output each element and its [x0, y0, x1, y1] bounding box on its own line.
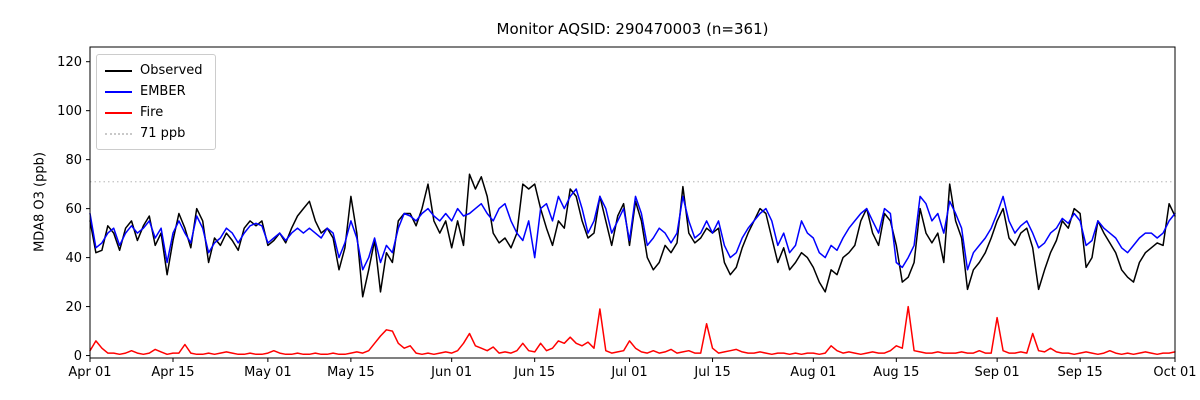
x-tick-label: Apr 01	[68, 365, 111, 380]
x-tick-label: Sep 01	[975, 365, 1020, 380]
x-tick-label: Jun 15	[513, 365, 555, 380]
series-line-observed	[89, 173, 1176, 298]
threshold-line-swatch	[105, 132, 132, 135]
x-tick-label: Aug 01	[790, 365, 836, 380]
legend-label-fire: Fire	[140, 105, 164, 120]
series-line-ember	[89, 188, 1176, 271]
y-tick-label: 100	[57, 104, 82, 119]
y-tick-label: 80	[65, 153, 82, 168]
x-tick-label: Apr 15	[151, 365, 194, 380]
legend-item-fire: Fire	[105, 102, 203, 123]
x-tick-label: May 15	[327, 365, 375, 380]
y-tick-label: 60	[65, 202, 82, 217]
legend: Observed EMBER Fire 71 ppb	[96, 54, 216, 150]
legend-item-observed: Observed	[105, 60, 203, 81]
series-line-fire	[89, 305, 1176, 356]
legend-label-ember: EMBER	[140, 84, 186, 99]
legend-label-observed: Observed	[140, 63, 203, 78]
legend-item-threshold: 71 ppb	[105, 123, 203, 144]
chart-title: Monitor AQSID: 290470003 (n=361)	[496, 20, 769, 38]
axes-box	[89, 46, 1176, 359]
legend-label-threshold: 71 ppb	[140, 126, 186, 141]
x-tick-label: Oct 01	[1153, 365, 1196, 380]
fire-line-swatch	[105, 111, 132, 114]
x-tick-label: Sep 15	[1058, 365, 1103, 380]
y-tick-label: 20	[65, 300, 82, 315]
x-tick-label: Jun 01	[430, 365, 472, 380]
x-tick-label: May 01	[244, 365, 292, 380]
y-tick-label: 40	[65, 251, 82, 266]
x-tick-label: Jul 01	[610, 365, 647, 380]
y-tick-label: 0	[74, 349, 82, 364]
observed-line-swatch	[105, 69, 132, 72]
legend-item-ember: EMBER	[105, 81, 203, 102]
ember-line-swatch	[105, 90, 132, 93]
y-tick-label: 120	[57, 55, 82, 70]
x-tick-label: Aug 15	[873, 365, 919, 380]
x-tick-label: Jul 15	[693, 365, 730, 380]
